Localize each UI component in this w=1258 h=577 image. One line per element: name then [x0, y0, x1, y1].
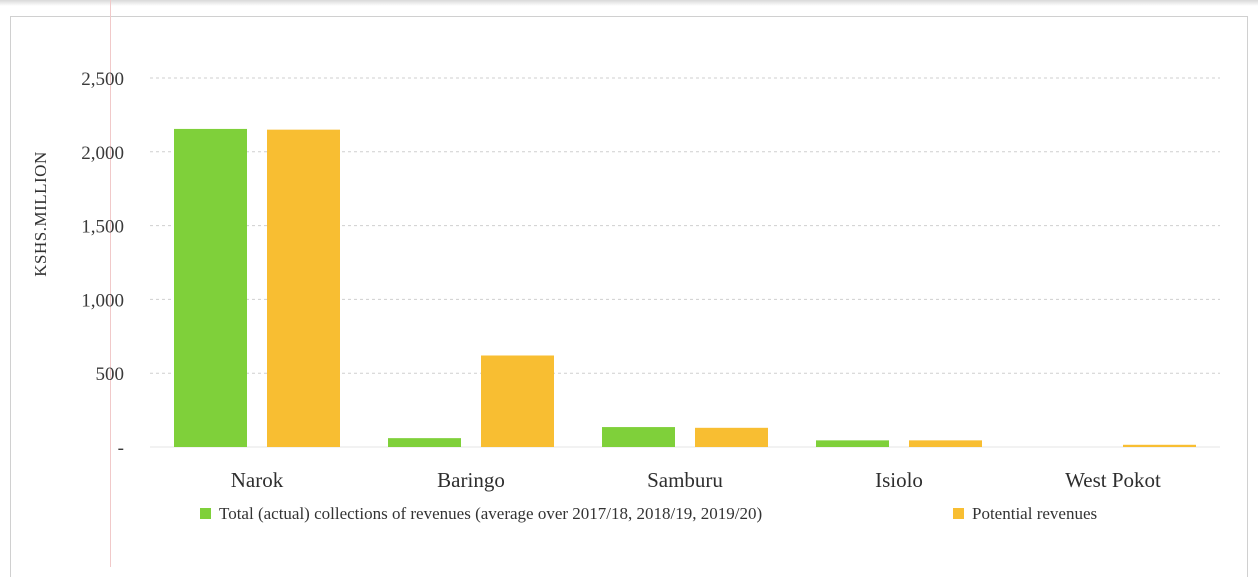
legend-swatch — [953, 508, 964, 519]
bar-potential-isiolo — [909, 440, 982, 447]
x-category-label: Narok — [231, 468, 284, 492]
bar-actual-baringo — [388, 438, 461, 447]
x-category-label: Isiolo — [875, 468, 923, 492]
y-tick-label: 1,000 — [81, 290, 124, 311]
legend: Total (actual) collections of revenues (… — [200, 504, 1097, 523]
bar-potential-samburu — [695, 427, 768, 447]
bar-potential-narok — [267, 129, 340, 447]
page-edge — [0, 0, 1258, 6]
legend-swatch — [200, 508, 211, 519]
margin-line — [110, 0, 111, 567]
x-axis-categories: Narok Baringo Samburu Isiolo West Pokot — [231, 468, 1161, 492]
bar-potential-west-pokot — [1123, 444, 1196, 447]
y-axis-ticks: - 500 1,000 1,500 2,000 2,500 — [81, 69, 124, 459]
y-tick-label: 500 — [96, 364, 125, 385]
y-tick-label: 2,000 — [81, 143, 124, 164]
y-tick-label: 2,500 — [81, 69, 124, 90]
y-tick-label: - — [118, 438, 124, 459]
x-category-label: Baringo — [437, 468, 505, 492]
y-axis-label: KSHS.MILLION — [31, 151, 50, 276]
x-category-label: West Pokot — [1065, 468, 1161, 492]
legend-label: Potential revenues — [972, 504, 1097, 523]
bar-actual-samburu — [602, 427, 675, 447]
chart-frame — [10, 16, 1248, 577]
x-category-label: Samburu — [647, 468, 723, 492]
bars — [174, 128, 1196, 447]
bar-actual-narok — [174, 128, 247, 447]
bar-actual-isiolo — [816, 440, 889, 447]
bar-potential-baringo — [481, 355, 554, 447]
legend-label: Total (actual) collections of revenues (… — [219, 504, 762, 523]
y-tick-label: 1,500 — [81, 217, 124, 238]
